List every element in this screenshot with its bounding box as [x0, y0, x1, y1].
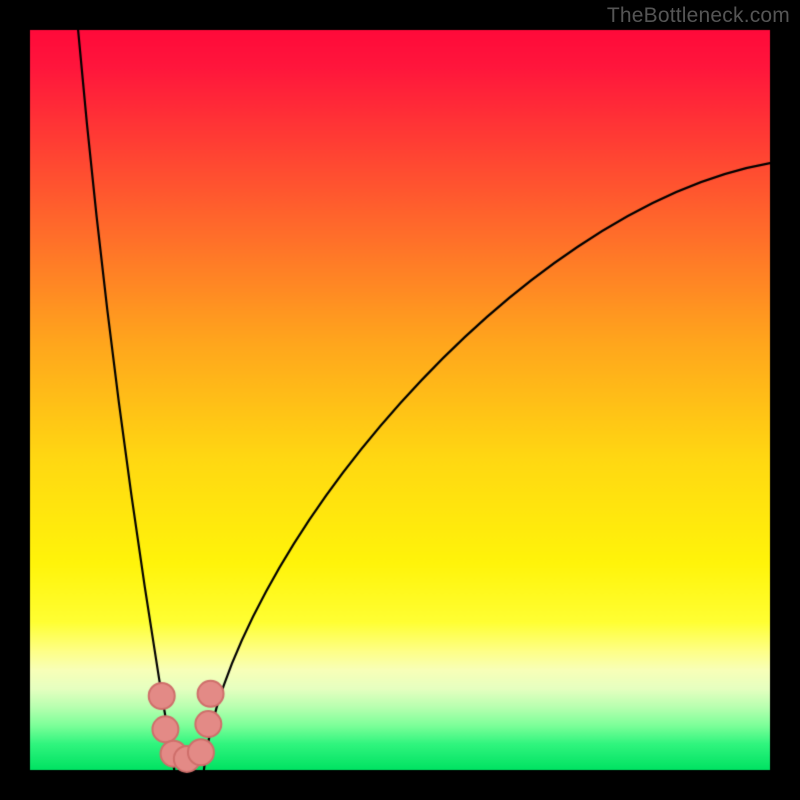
bottleneck-chart-canvas [0, 0, 800, 800]
watermark-text: TheBottleneck.com [607, 4, 790, 28]
chart-container: TheBottleneck.com [0, 0, 800, 800]
